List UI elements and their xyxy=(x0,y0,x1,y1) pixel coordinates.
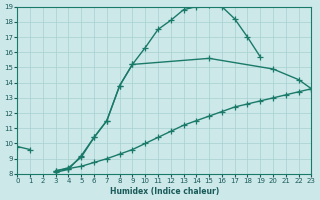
X-axis label: Humidex (Indice chaleur): Humidex (Indice chaleur) xyxy=(110,187,219,196)
